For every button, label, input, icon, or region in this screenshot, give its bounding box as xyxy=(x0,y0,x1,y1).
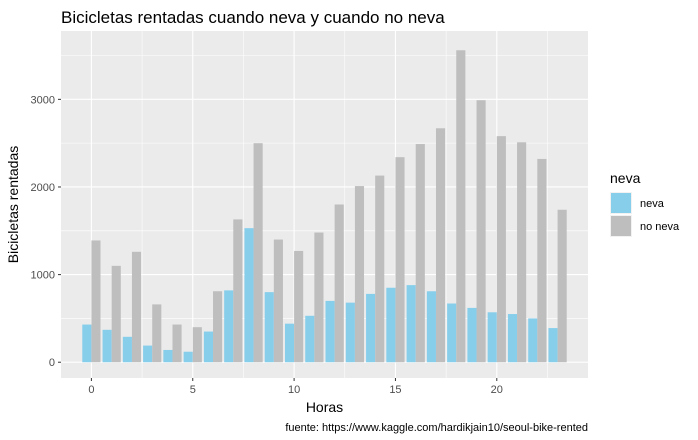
y-tick-label: 3000 xyxy=(31,94,55,106)
bar-no-neva xyxy=(334,204,344,363)
source-caption: fuente: https://www.kaggle.com/hardikjai… xyxy=(285,422,588,434)
bar-neva xyxy=(345,302,355,363)
bar-no-neva xyxy=(415,144,425,363)
bar-neva xyxy=(467,307,477,363)
bar-no-neva xyxy=(517,142,527,363)
bar-neva xyxy=(487,312,497,363)
bar-no-neva xyxy=(537,158,547,363)
x-axis-title: Horas xyxy=(306,399,343,415)
legend-label: neva xyxy=(640,198,665,210)
bar-no-neva xyxy=(354,186,365,363)
bar-no-neva xyxy=(557,209,567,363)
bar-neva xyxy=(224,290,234,363)
bar-neva xyxy=(82,324,92,363)
bar-no-neva xyxy=(314,232,324,363)
bars xyxy=(82,50,567,363)
chart-title: Bicicletas rentadas cuando neva y cuando… xyxy=(61,8,445,27)
bar-neva xyxy=(183,351,193,363)
x-tick-label: 0 xyxy=(88,384,94,396)
y-axis-title: Bicicletas rentadas xyxy=(5,146,21,264)
bar-neva xyxy=(426,291,436,363)
bar-no-neva xyxy=(131,251,142,363)
x-tick-label: 15 xyxy=(389,384,401,396)
bar-neva xyxy=(325,300,335,363)
legend: neva neva no neva xyxy=(610,170,680,237)
y-tick-label: 1000 xyxy=(31,270,55,282)
bar-no-neva xyxy=(395,157,405,363)
legend-swatch xyxy=(611,193,631,213)
bar-no-neva xyxy=(294,250,304,363)
bar-neva xyxy=(102,329,112,363)
bar-no-neva xyxy=(172,324,182,363)
bar-no-neva xyxy=(496,136,506,363)
x-tick-label: 5 xyxy=(190,384,196,396)
y-tick-label: 2000 xyxy=(31,182,55,194)
y-tick-label: 0 xyxy=(49,357,55,369)
bar-no-neva xyxy=(273,239,283,363)
axes: 0 1000 2000 3000 0 5 10 15 20 xyxy=(31,94,503,396)
x-tick-label: 20 xyxy=(491,384,503,396)
legend-swatch xyxy=(611,216,631,236)
bar-neva xyxy=(284,323,295,363)
bar-neva xyxy=(143,345,153,363)
bar-no-neva xyxy=(192,327,202,363)
bar-no-neva xyxy=(253,143,263,363)
bar-no-neva xyxy=(213,291,223,363)
bar-neva xyxy=(366,293,376,363)
legend-title: neva xyxy=(610,170,641,186)
bar-no-neva xyxy=(233,219,243,363)
x-tick-label: 10 xyxy=(288,384,300,396)
bar-no-neva xyxy=(111,265,121,363)
bar-neva xyxy=(203,331,214,363)
bar-no-neva xyxy=(435,128,446,363)
bar-neva xyxy=(528,318,538,363)
bar-no-neva xyxy=(375,175,385,363)
bar-no-neva xyxy=(91,240,101,363)
legend-label: no neva xyxy=(640,221,680,233)
bar-neva xyxy=(163,349,173,363)
bar-neva xyxy=(406,285,416,363)
bar-no-neva xyxy=(152,304,162,363)
bar-neva xyxy=(386,287,396,363)
bar-neva xyxy=(244,228,254,363)
bar-no-neva xyxy=(476,100,486,363)
bar-neva xyxy=(122,336,132,363)
bar-neva xyxy=(264,292,274,363)
bar-no-neva xyxy=(456,50,466,363)
bar-neva xyxy=(548,328,558,363)
bar-neva xyxy=(305,315,315,363)
bar-neva xyxy=(447,303,457,363)
bar-neva xyxy=(507,314,518,363)
